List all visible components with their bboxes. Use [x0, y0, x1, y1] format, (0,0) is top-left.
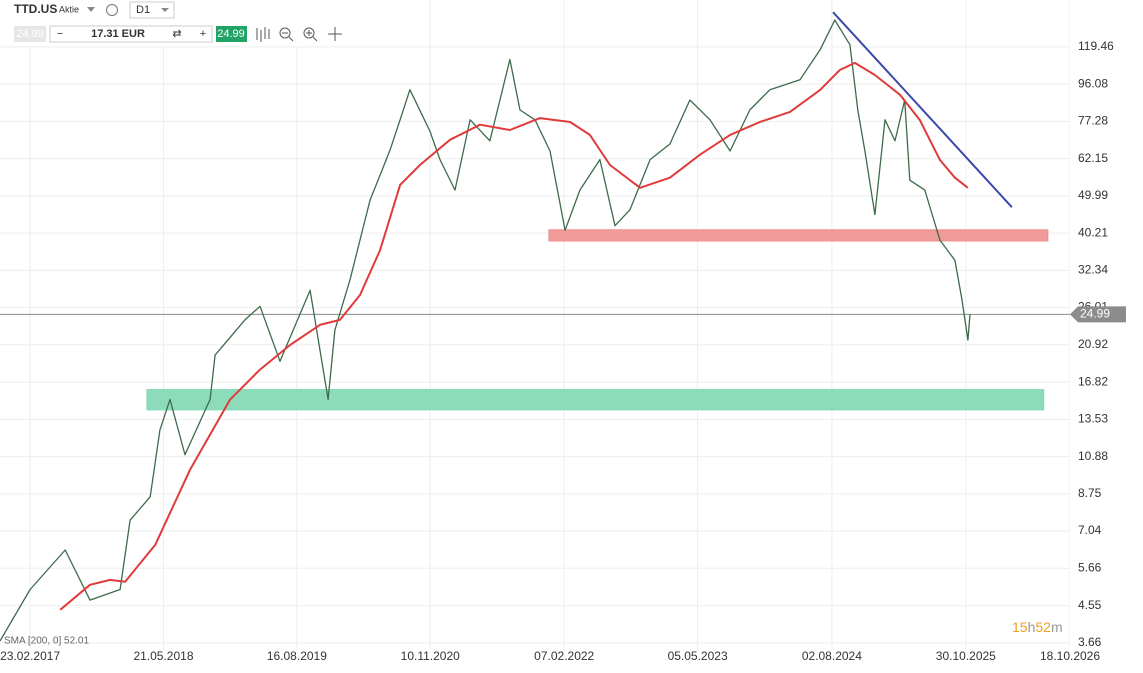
indicator-label: SMA [200, 0] 52.01 [4, 636, 89, 647]
buy-price: 24.99 [217, 28, 245, 40]
last-price-label: 24.99 [1080, 307, 1110, 321]
dropdown-arrow [161, 8, 169, 12]
last-price-box [1070, 306, 1126, 323]
zone [146, 389, 1045, 411]
y-tick-label: 96.08 [1078, 76, 1108, 90]
x-tick-label: 30.10.2025 [936, 649, 996, 663]
x-tick-label: 16.08.2019 [267, 649, 327, 663]
x-tick-label: 02.08.2024 [802, 649, 862, 663]
zone [548, 229, 1049, 242]
x-tick-label: 21.05.2018 [133, 649, 193, 663]
countdown: 15h52m [1012, 619, 1063, 635]
y-tick-label: 5.66 [1078, 560, 1102, 574]
y-tick-label: 16.82 [1078, 374, 1108, 388]
chart-tools[interactable] [256, 27, 342, 42]
y-tick-label: 40.21 [1078, 225, 1108, 239]
amount: 17.31 EUR [91, 28, 145, 40]
amount-box[interactable] [49, 25, 213, 43]
countdown-part: h [1028, 619, 1036, 635]
y-tick-label: 77.28 [1078, 114, 1108, 128]
countdown-part: m [1051, 619, 1063, 635]
sell-box[interactable] [14, 26, 46, 42]
x-tick-label: 07.02.2022 [534, 649, 594, 663]
price-line [0, 19, 971, 642]
sma-line [59, 61, 969, 611]
x-tick-label: 05.05.2023 [668, 649, 728, 663]
y-tick-label: 119.46 [1078, 39, 1114, 53]
kind: Aktie [59, 4, 79, 14]
y-tick-label: 62.15 [1078, 151, 1108, 165]
trendline [832, 11, 1013, 208]
swap-icon[interactable]: ⇄ [172, 28, 181, 40]
y-tick-label: 20.92 [1078, 337, 1108, 351]
y-tick-label: 8.75 [1078, 486, 1102, 500]
countdown-part: 15 [1012, 619, 1028, 635]
buy-box[interactable] [216, 26, 247, 42]
y-tick-label: 10.88 [1078, 449, 1108, 463]
y-tick-label: 7.04 [1078, 523, 1102, 537]
plot-area: 3.66 4.55 5.66 7.04 8.75 10.88 13.53 16.82 20.92… [0, 0, 1126, 663]
info-icon[interactable] [106, 4, 118, 16]
sell-price: 24.99 [16, 28, 44, 40]
countdown-part: 52 [1035, 619, 1051, 635]
y-tick-label: 32.34 [1078, 263, 1108, 277]
interval-select[interactable] [129, 1, 175, 19]
dropdown-arrow[interactable] [87, 7, 95, 12]
y-tick-label: 49.99 [1078, 188, 1108, 202]
minus[interactable]: − [57, 28, 63, 40]
x-tick-label: 10.11.2020 [401, 649, 460, 663]
x-tick-label: 23.02.2017 [0, 649, 60, 663]
y-tick-label: 13.53 [1078, 411, 1108, 425]
y-tick-label: 3.66 [1078, 635, 1102, 649]
x-tick-label: 18.10.2026 [1040, 649, 1100, 663]
plot-content [0, 0, 1070, 650]
symbol: TTD.US [14, 2, 57, 16]
plus[interactable]: + [200, 28, 206, 40]
y-tick-label: 4.55 [1078, 598, 1102, 612]
interval: D1 [136, 4, 150, 16]
